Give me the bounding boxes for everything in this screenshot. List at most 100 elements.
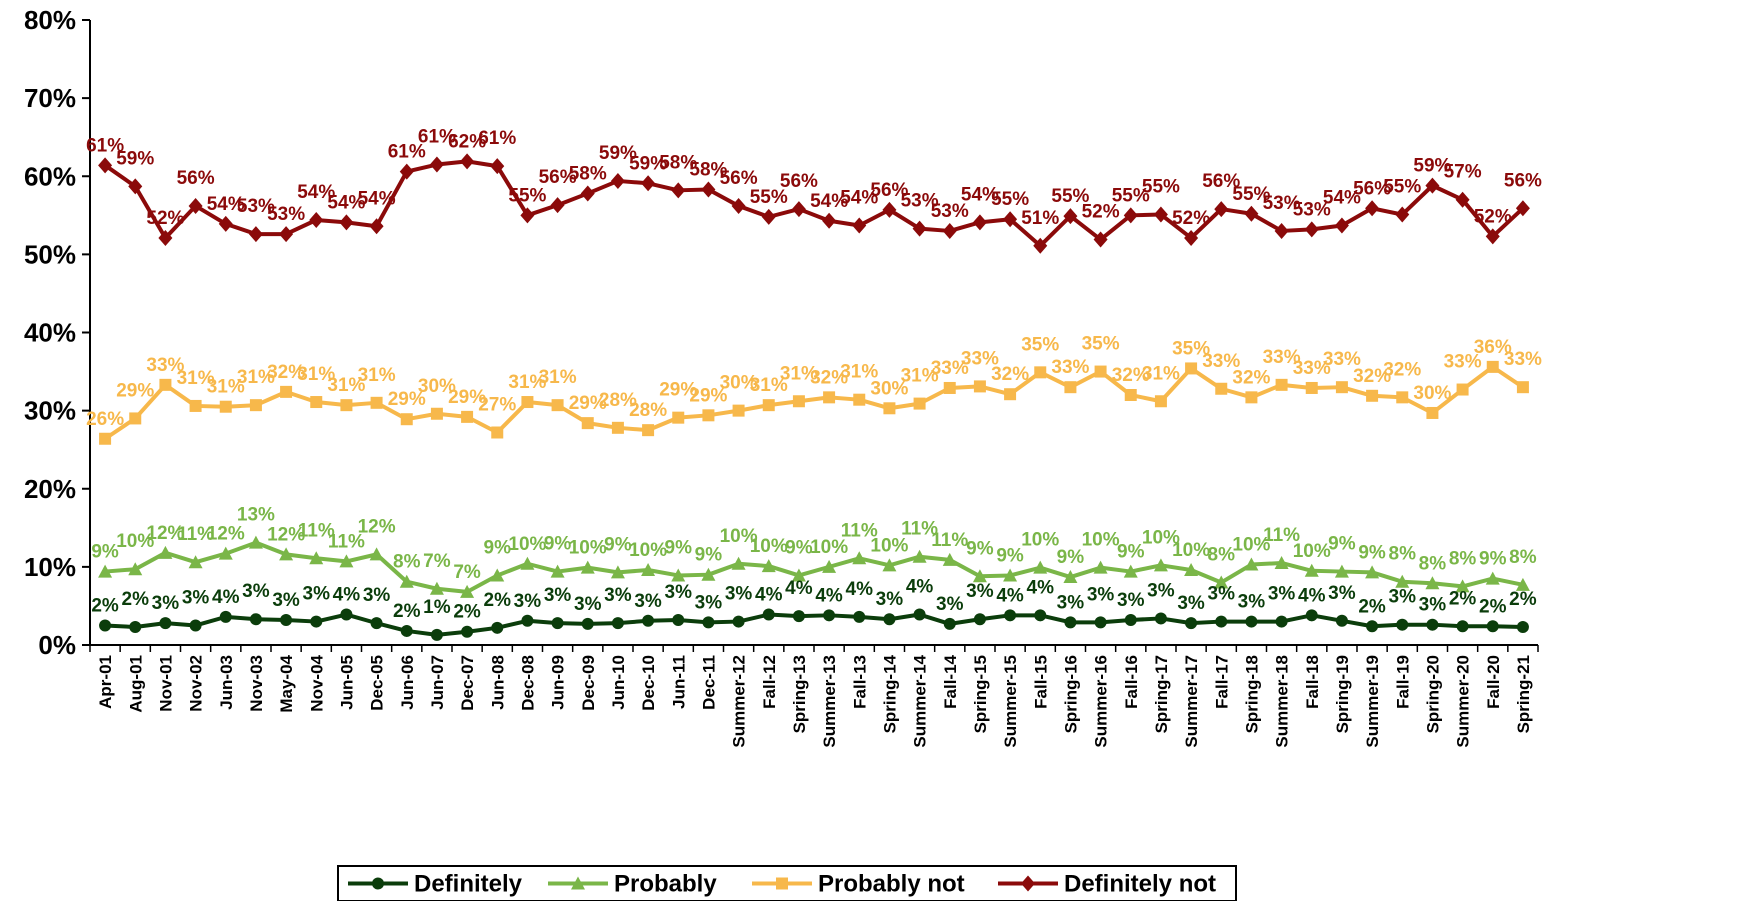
x-tick-label: Nov-01	[156, 655, 175, 712]
data-label: 4%	[212, 587, 240, 608]
data-label: 9%	[484, 537, 512, 558]
data-label: 30%	[418, 376, 456, 397]
data-point-marker	[1093, 231, 1108, 248]
series-line	[104, 540, 1524, 594]
data-label: 55%	[1232, 184, 1270, 205]
data-label: 30%	[1413, 383, 1451, 404]
data-label: 32%	[267, 362, 305, 383]
data-point-marker	[218, 215, 233, 232]
x-tick-label: Jun-10	[609, 655, 628, 710]
data-point-marker	[310, 396, 323, 409]
data-label: 56%	[780, 171, 818, 192]
data-label: 11%	[841, 520, 878, 541]
data-label: 4%	[815, 585, 843, 606]
data-label: 4%	[906, 577, 934, 598]
data-point-marker	[188, 555, 203, 569]
data-label: 54%	[1323, 187, 1361, 208]
data-point-marker	[550, 564, 565, 578]
data-label: 56%	[720, 168, 758, 189]
data-point-marker	[430, 407, 443, 420]
data-label: 8%	[1208, 545, 1236, 566]
data-point-marker	[1485, 571, 1500, 585]
data-point-marker	[776, 877, 788, 890]
data-point-marker	[129, 412, 142, 425]
series-definitely-not	[98, 153, 1530, 254]
x-tick-label: Fall-19	[1393, 655, 1412, 709]
x-tick-label: Dec-11	[699, 655, 718, 710]
x-tick-label: Jun-11	[669, 655, 688, 709]
data-label: 53%	[1293, 199, 1331, 220]
x-tick-label: Summer-16	[1092, 655, 1111, 748]
data-label: 4%	[333, 585, 361, 606]
data-point-marker	[1003, 568, 1018, 582]
x-tick-label: Fall-14	[941, 654, 960, 708]
data-label: 53%	[931, 201, 969, 222]
data-point-marker	[460, 584, 475, 598]
data-point-marker	[731, 556, 746, 570]
x-tick-label: Summer-12	[730, 655, 749, 748]
data-point-marker	[1304, 563, 1319, 577]
x-tick-label: Jun-03	[217, 655, 236, 710]
data-label: 3%	[1389, 587, 1417, 608]
x-tick-label: Dec-05	[368, 655, 387, 711]
data-point-marker	[853, 393, 866, 406]
data-point-marker	[972, 569, 987, 583]
data-label: 52%	[146, 208, 184, 229]
y-tick-label: 0%	[38, 630, 76, 660]
data-point-marker	[610, 172, 625, 189]
legend-label: Definitely	[414, 871, 523, 898]
data-point-marker	[1004, 388, 1017, 401]
data-label: 33%	[1202, 351, 1240, 372]
data-point-marker	[823, 609, 836, 622]
data-point-marker	[249, 399, 262, 412]
data-label: 10%	[720, 526, 758, 547]
data-label: 3%	[936, 594, 964, 615]
data-label: 27%	[478, 395, 516, 416]
data-point-marker	[1334, 564, 1349, 578]
x-tick-label: Fall-13	[850, 655, 869, 709]
data-point-marker	[520, 556, 535, 570]
data-label: 58%	[689, 160, 727, 181]
x-tick-label: Jun-05	[337, 655, 356, 710]
data-label: 3%	[1057, 592, 1085, 613]
data-label: 3%	[1177, 593, 1205, 614]
data-label: 59%	[599, 143, 637, 164]
data-label: 9%	[1328, 534, 1356, 555]
data-label: 52%	[1172, 208, 1210, 229]
data-point-marker	[672, 411, 685, 424]
x-tick-label: Aug-01	[126, 655, 145, 713]
data-point-marker	[611, 421, 624, 434]
data-label: 9%	[695, 545, 723, 566]
x-tick-label: Nov-04	[307, 654, 326, 711]
legend-label: Probably not	[818, 871, 965, 898]
data-point-marker	[913, 608, 926, 621]
series-layer	[98, 153, 1530, 641]
data-label: 10%	[1172, 540, 1210, 561]
data-label: 62%	[448, 131, 486, 152]
data-label: 33%	[1051, 357, 1089, 378]
data-label: 54%	[840, 187, 878, 208]
data-label: 2%	[1358, 596, 1386, 617]
x-tick-label: Summer-18	[1273, 655, 1292, 748]
y-tick-label: 40%	[24, 318, 76, 348]
data-label: 31%	[840, 362, 878, 383]
data-point-marker	[369, 218, 384, 235]
data-point-marker	[1425, 177, 1440, 194]
data-label: 31%	[780, 363, 818, 384]
data-label: 31%	[539, 367, 577, 388]
data-point-marker	[1425, 576, 1440, 590]
data-point-marker	[642, 424, 655, 437]
data-point-marker	[1064, 616, 1077, 629]
data-point-marker	[942, 222, 957, 239]
data-point-marker	[1485, 228, 1500, 245]
data-label: 61%	[388, 142, 426, 163]
legend-item-probably-not: Probably not	[752, 871, 965, 898]
data-label: 11%	[177, 524, 214, 545]
data-point-marker	[1245, 615, 1258, 628]
data-point-marker	[159, 378, 172, 391]
data-point-marker	[1215, 615, 1228, 628]
data-label: 30%	[720, 373, 758, 394]
data-label: 54%	[297, 182, 335, 203]
series-definitely	[99, 608, 1529, 641]
data-point-marker	[1275, 378, 1288, 391]
